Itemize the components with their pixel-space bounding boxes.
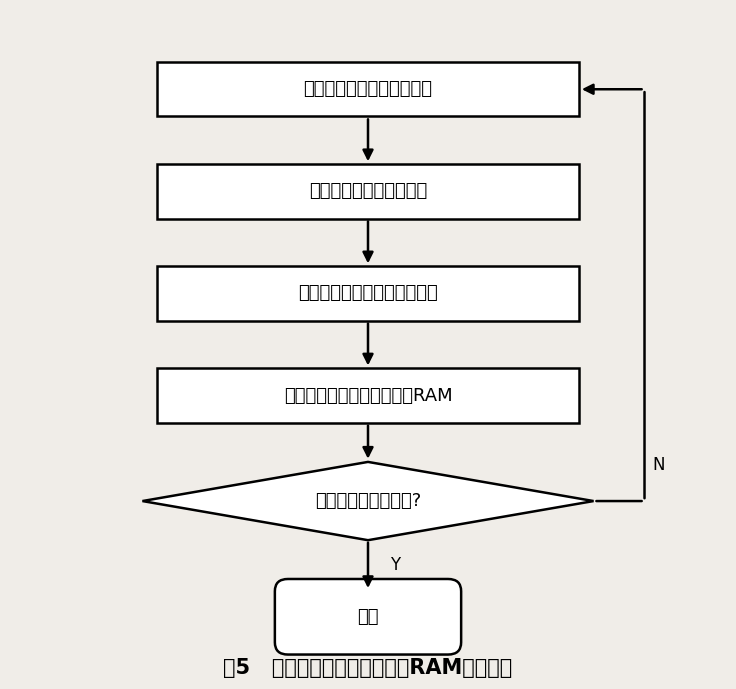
Polygon shape — [143, 462, 593, 540]
Text: 将汉字的一行数据写入字体RAM: 将汉字的一行数据写入字体RAM — [283, 387, 453, 404]
Bar — [157, 164, 579, 218]
Text: 设置刚写入数据所在字符的行: 设置刚写入数据所在字符的行 — [298, 285, 438, 302]
Text: 结束: 结束 — [357, 608, 379, 626]
FancyBboxPatch shape — [275, 579, 461, 655]
Text: 汉字点阵信息的一行数据: 汉字点阵信息的一行数据 — [309, 183, 427, 200]
Text: N: N — [653, 456, 665, 474]
Text: 汉字点阵信息写完否?: 汉字点阵信息写完否? — [315, 492, 421, 510]
Text: 图5   将汉字点阵信息写入字体RAM的流程图: 图5 将汉字点阵信息写入字体RAM的流程图 — [223, 658, 513, 678]
Text: Y: Y — [390, 557, 400, 575]
Text: 写入汉字在字体页中的编号: 写入汉字在字体页中的编号 — [303, 80, 433, 99]
Bar — [157, 266, 579, 320]
Bar — [157, 369, 579, 423]
Bar — [157, 62, 579, 116]
